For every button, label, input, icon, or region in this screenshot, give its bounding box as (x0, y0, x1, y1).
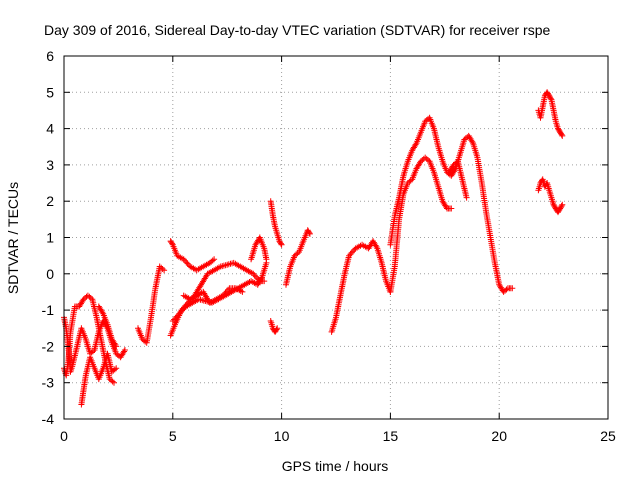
data-point-markers (248, 234, 270, 263)
series-arc14 (328, 238, 394, 335)
data-point-markers (283, 227, 313, 288)
data-point-markers (267, 318, 281, 335)
data-point-markers (95, 303, 120, 350)
series-arc11 (267, 198, 285, 248)
series-arc17 (446, 158, 470, 201)
y-tick-label: 4 (46, 121, 54, 137)
data-point-markers (78, 350, 120, 408)
y-tick-label: -2 (42, 338, 55, 354)
series-arc5 (135, 263, 168, 346)
data-point-markers (267, 198, 285, 248)
x-tick-label: 20 (491, 428, 507, 444)
series-arc12 (267, 318, 281, 335)
series-arc16 (387, 114, 516, 295)
y-tick-label: 6 (46, 48, 54, 64)
y-tick-label: 5 (46, 84, 54, 100)
data-point-markers (167, 238, 218, 274)
series-arc4 (95, 303, 120, 350)
series-arc19 (535, 176, 566, 216)
data-point-markers (135, 263, 168, 346)
series-arc9 (180, 285, 246, 306)
series-arc15 (387, 154, 455, 295)
data-point-markers (387, 114, 516, 295)
y-axis-label: SDTVAR / TECUs (5, 182, 21, 294)
axis-ticks: 0 5 10 15 20 25 -4 -3 -2 -1 0 1 2 3 4 5 6 (42, 48, 616, 444)
data-point-markers (446, 158, 470, 201)
data-point-markers (180, 285, 246, 306)
series-arc6 (167, 238, 218, 274)
x-axis-label: GPS time / hours (282, 458, 389, 474)
data-point-markers (169, 259, 270, 324)
y-tick-label: -4 (42, 411, 55, 427)
series-arc3 (78, 350, 120, 408)
data-point-markers (535, 176, 566, 216)
x-tick-label: 5 (169, 428, 177, 444)
data-point-markers (535, 89, 566, 139)
series-arc18 (535, 89, 566, 139)
series-arc10 (248, 234, 270, 263)
y-tick-label: 0 (46, 266, 54, 282)
y-tick-label: -1 (42, 302, 55, 318)
series-arc8 (169, 259, 270, 324)
grid-lines (64, 56, 608, 419)
y-tick-label: -3 (42, 375, 55, 391)
y-tick-label: 3 (46, 157, 54, 173)
x-tick-label: 10 (274, 428, 290, 444)
y-tick-label: 1 (46, 230, 54, 246)
series-arc13 (283, 227, 313, 288)
x-tick-label: 25 (600, 428, 616, 444)
x-tick-label: 0 (60, 428, 68, 444)
y-tick-label: 2 (46, 193, 54, 209)
data-point-markers (387, 154, 455, 295)
chart-title: Day 309 of 2016, Sidereal Day-to-day VTE… (44, 22, 550, 38)
data-points (61, 89, 566, 408)
x-tick-label: 15 (383, 428, 399, 444)
data-point-markers (328, 238, 394, 335)
